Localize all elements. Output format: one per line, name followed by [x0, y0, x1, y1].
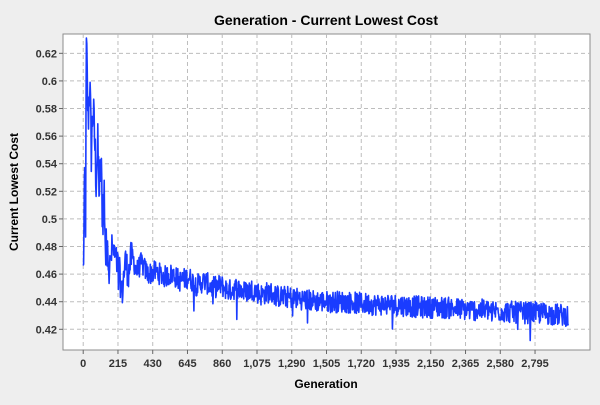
x-axis-label: Generation	[294, 377, 357, 391]
y-tick-label: 0.48	[36, 242, 57, 254]
x-tick-label: 1,290	[278, 358, 306, 370]
x-tick-label: 1,720	[347, 358, 375, 370]
series-line	[82, 37, 569, 342]
series-layer	[82, 37, 569, 342]
grid	[63, 34, 590, 350]
x-tick-label: 645	[178, 358, 196, 370]
y-tick-label: 0.58	[36, 104, 57, 116]
chart-title: Generation - Current Lowest Cost	[214, 12, 438, 28]
y-tick-label: 0.46	[36, 269, 57, 281]
y-axis: 0.42 0.44 0.46 0.48 0.5 0.52 0.54 0.56 0.58 0.6 0.…	[36, 48, 63, 336]
y-tick-label: 0.56	[36, 131, 57, 143]
x-tick-label: 1,505	[313, 358, 341, 370]
x-tick-label: 0	[80, 358, 86, 370]
y-tick-label: 0.52	[36, 186, 57, 198]
x-tick-label: 860	[213, 358, 231, 370]
y-tick-label: 0.44	[36, 297, 58, 309]
y-axis-label: Current Lowest Cost	[7, 133, 21, 251]
y-tick-label: 0.6	[42, 76, 57, 88]
x-tick-label: 1,935	[382, 358, 410, 370]
x-axis: 0 215 430 645 860 1,075 1,290 1,505 1,720 1,935 2,…	[80, 350, 549, 370]
y-tick-label: 0.5	[42, 214, 57, 226]
y-tick-label: 0.54	[36, 159, 58, 171]
x-tick-label: 2,795	[521, 358, 549, 370]
x-tick-label: 2,365	[452, 358, 480, 370]
x-tick-label: 430	[144, 358, 162, 370]
x-tick-label: 2,150	[417, 358, 445, 370]
x-tick-label: 2,580	[487, 358, 515, 370]
y-tick-label: 0.62	[36, 48, 57, 60]
y-tick-label: 0.42	[36, 324, 57, 336]
x-tick-label: 215	[109, 358, 127, 370]
x-tick-label: 1,075	[243, 358, 271, 370]
